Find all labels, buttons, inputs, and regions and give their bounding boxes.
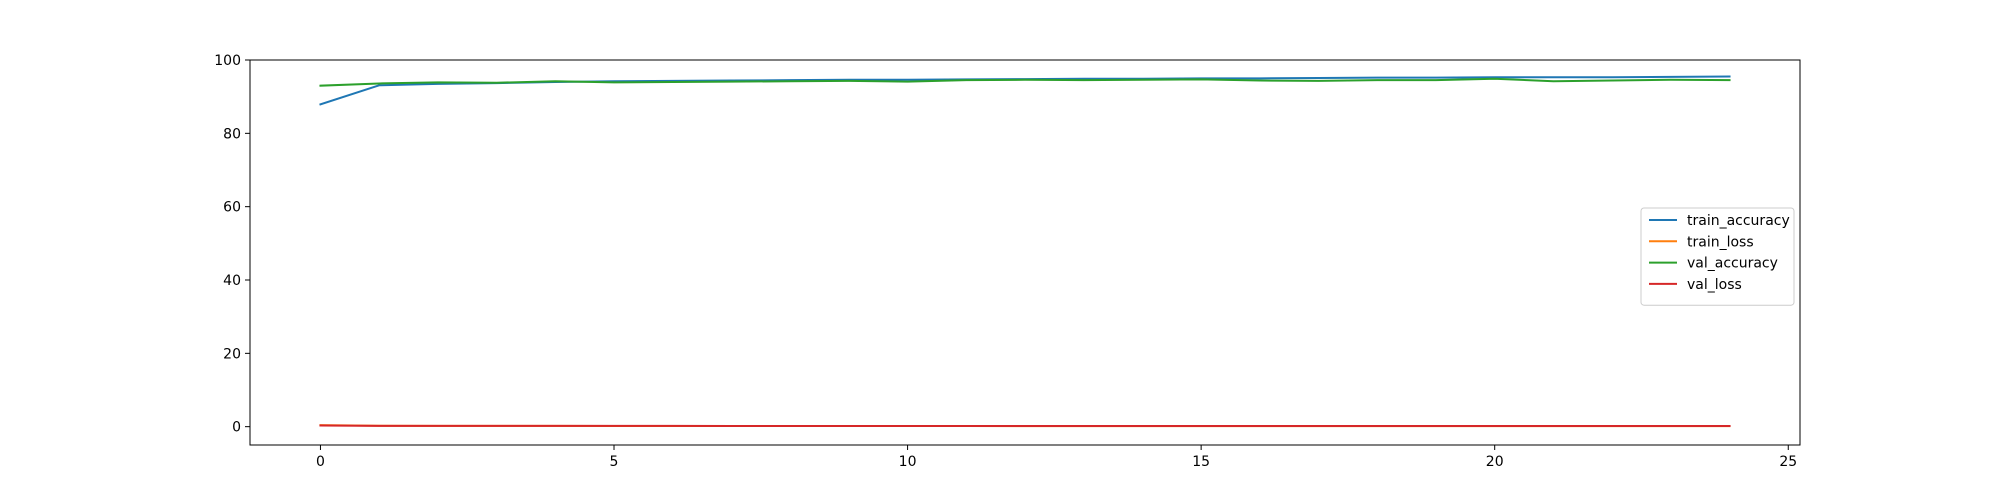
x-tick-label: 25 [1779,454,1797,470]
series-line-val-accuracy [319,77,1731,87]
x-tick-label: 0 [316,454,325,470]
y-tick-label: 20 [223,346,241,362]
legend-label: val_accuracy [1687,256,1778,272]
x-axis: 0 5 10 15 20 25 [316,445,1797,470]
y-tick-label: 40 [223,273,241,289]
plot-frame [249,59,1801,446]
y-tick-label: 60 [223,200,241,216]
x-tick-label: 10 [899,454,917,470]
legend-label: val_loss [1687,277,1742,293]
legend-label: train_accuracy [1687,213,1790,229]
legend-label: train_loss [1687,234,1754,250]
x-tick-label: 5 [610,454,619,470]
legend-box [1640,207,1795,306]
x-tick-label: 20 [1486,454,1504,470]
y-axis: 0 20 40 60 80 100 [214,53,250,436]
y-tick-label: 0 [232,420,241,436]
plot-area [249,59,1801,446]
series-layer [319,75,1731,428]
y-tick-label: 100 [214,53,241,69]
x-tick-label: 15 [1192,454,1210,470]
legend: train_accuracy train_loss val_accuracy val_… [1640,207,1795,306]
series-line-val-loss [319,424,1731,428]
y-tick-label: 80 [223,126,241,142]
